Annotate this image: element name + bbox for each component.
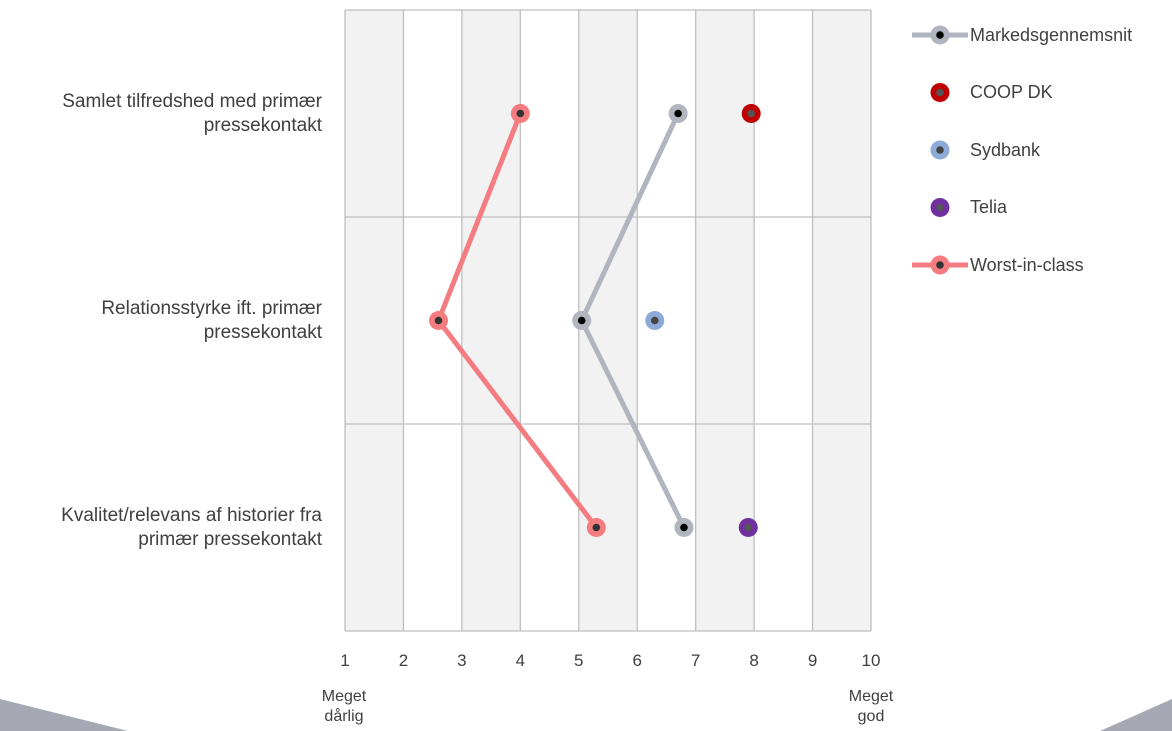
legend-label: Markedsgennemsnit bbox=[970, 24, 1133, 45]
legend-item: Worst-in-class bbox=[912, 250, 1084, 280]
x-axis-ticks: 1 2 3 4 5 6 7 8 9 10 bbox=[340, 651, 880, 670]
x-end-label-low-line1: Meget bbox=[321, 688, 367, 705]
legend-label: Worst-in-class bbox=[970, 254, 1084, 275]
data-point-center bbox=[650, 316, 659, 325]
legend-label: COOP DK bbox=[970, 82, 1053, 102]
legend-swatch bbox=[912, 78, 970, 108]
legend-item: Markedsgennemsnit bbox=[912, 20, 1132, 50]
x-tick-label: 2 bbox=[399, 651, 408, 670]
data-point-center bbox=[434, 316, 443, 325]
series-layer bbox=[429, 104, 761, 537]
category-label-line: Kvalitet/relevans af historier fra bbox=[61, 504, 322, 526]
legend-label: Sydbank bbox=[970, 139, 1041, 160]
x-tick-label: 3 bbox=[457, 651, 466, 670]
legend-marker-center bbox=[936, 261, 944, 269]
legend-label: Telia bbox=[970, 197, 1008, 217]
category-label-line: Relationsstyrke ift. primær bbox=[101, 297, 322, 319]
x-end-label-low: Meget dårlig bbox=[304, 687, 384, 727]
legend-markers bbox=[912, 25, 968, 275]
category-label: Kvalitet/relevans af historier fra primær… bbox=[0, 504, 322, 552]
category-label: Relationsstyrke ift. primær pressekontakt bbox=[0, 297, 322, 345]
data-point-center bbox=[577, 316, 586, 325]
x-tick-label: 1 bbox=[340, 651, 349, 670]
data-point-center bbox=[747, 109, 755, 118]
category-label-line: pressekontakt bbox=[203, 321, 322, 343]
plot-column bbox=[812, 10, 871, 631]
legend-item: COOP DK bbox=[912, 78, 1053, 108]
x-tick-label: 10 bbox=[862, 651, 881, 670]
legend-marker-center bbox=[936, 146, 944, 154]
x-tick-label: 9 bbox=[808, 651, 817, 670]
category-label-line: primær pressekontakt bbox=[138, 528, 322, 550]
legend-swatch bbox=[912, 250, 970, 280]
category-label-line: pressekontakt bbox=[203, 114, 322, 136]
plot-area bbox=[344, 9, 872, 632]
legend-swatch bbox=[912, 193, 970, 223]
data-point-center bbox=[674, 109, 682, 118]
data-point-center bbox=[516, 109, 525, 118]
legend-swatch bbox=[912, 20, 970, 50]
x-tick-label: 4 bbox=[516, 651, 525, 670]
corner-shape-left bbox=[0, 699, 128, 731]
corner-shape-right bbox=[1100, 699, 1172, 731]
legend-marker-center bbox=[936, 31, 944, 39]
x-end-label-low-line2: dårlig bbox=[324, 708, 364, 725]
x-tick-label: 5 bbox=[574, 651, 583, 670]
x-tick-label: 8 bbox=[749, 651, 758, 670]
category-label: Samlet tilfredshed med primær pressekonta… bbox=[0, 90, 322, 138]
legend-item: Sydbank bbox=[912, 135, 1040, 165]
legend-swatch bbox=[912, 135, 970, 165]
x-end-label-high: Meget god bbox=[831, 687, 911, 727]
category-label-line: Samlet tilfredshed med primær bbox=[62, 90, 322, 112]
legend-marker-center bbox=[936, 88, 944, 97]
x-end-label-high-line1: Meget bbox=[848, 688, 894, 705]
data-point-center bbox=[744, 523, 753, 532]
x-tick-label: 7 bbox=[691, 651, 700, 670]
legend-item: Telia bbox=[912, 193, 1007, 223]
x-tick-label: 6 bbox=[632, 651, 641, 670]
x-end-label-high-line2: god bbox=[857, 708, 885, 725]
legend-marker-center bbox=[936, 203, 944, 212]
data-point-center bbox=[592, 523, 601, 532]
plot-column bbox=[461, 10, 521, 631]
plot-column bbox=[520, 10, 579, 631]
data-point-center bbox=[680, 523, 688, 532]
plot-column bbox=[695, 10, 755, 631]
plot-column bbox=[345, 10, 404, 631]
plot-column bbox=[754, 10, 813, 631]
